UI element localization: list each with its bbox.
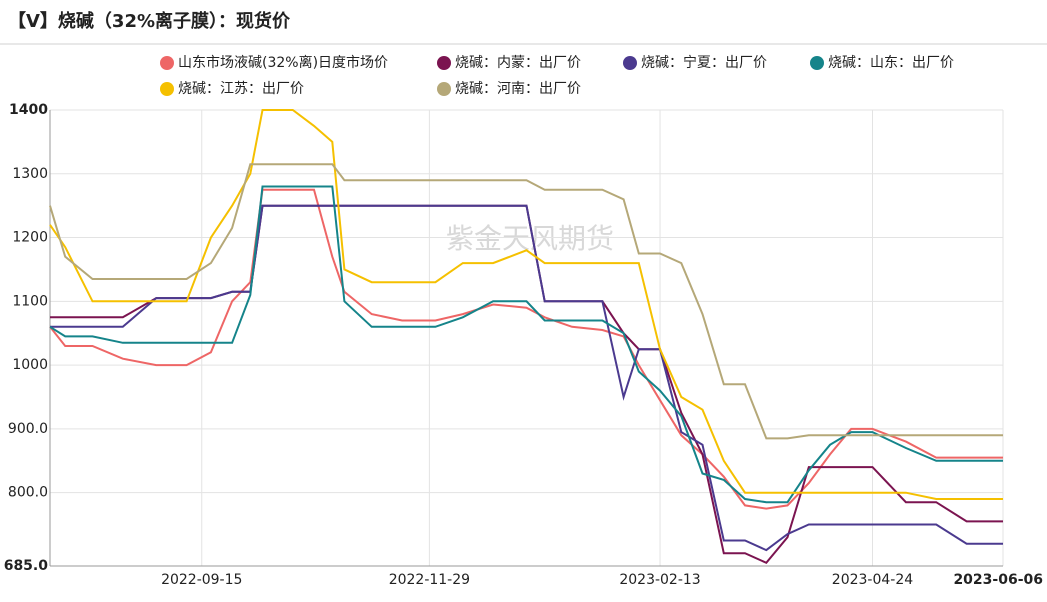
x-tick-label: 2022-11-29	[389, 572, 470, 588]
legend-swatch	[160, 56, 174, 70]
legend-swatch	[623, 56, 637, 70]
legend-label: 山东市场液碱(32%离)日度市场价	[178, 54, 388, 71]
legend-swatch	[810, 56, 824, 70]
y-tick-label: 1100	[12, 293, 48, 309]
legend-label: 烧碱：江苏：出厂价	[178, 81, 304, 97]
x-tick-label: 2022-09-15	[161, 572, 242, 588]
legend-label: 烧碱：山东：出厂价	[828, 55, 954, 71]
series-line	[49, 109, 1003, 500]
x-tick-label: 2023-04-24	[832, 572, 913, 588]
series-line	[49, 163, 1003, 440]
series-line	[50, 204, 1003, 565]
series-line	[49, 188, 1003, 510]
x-tick-label: 2023-06-06	[953, 572, 1043, 588]
y-tick-label: 1200	[12, 230, 48, 246]
chart-title: 【V】烧碱（32%离子膜）：现货价	[8, 10, 291, 32]
y-tick-label: 1300	[12, 166, 48, 182]
series-line	[49, 185, 1003, 504]
y-tick-label: 1400	[9, 102, 48, 118]
x-tick-label: 2023-02-13	[619, 572, 700, 588]
series-line	[50, 204, 1003, 552]
legend-label: 烧碱：内蒙：出厂价	[455, 55, 581, 71]
legend-swatch	[160, 82, 174, 96]
legend-label: 烧碱：宁夏：出厂价	[641, 54, 767, 71]
y-tick-label: 800.0	[8, 485, 48, 501]
y-tick-label: 685.0	[4, 558, 49, 574]
y-tick-label: 1000	[12, 357, 48, 373]
legend-label: 烧碱：河南：出厂价	[455, 81, 581, 97]
legend-swatch	[437, 82, 451, 96]
legend-swatch	[437, 56, 451, 70]
y-tick-label: 900.0	[8, 421, 48, 437]
